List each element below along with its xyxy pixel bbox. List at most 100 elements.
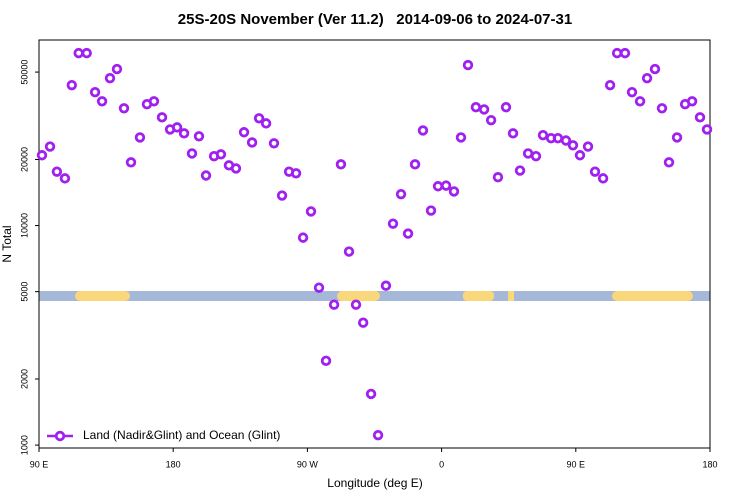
point [215, 149, 227, 160]
point [313, 282, 325, 293]
point [200, 170, 212, 181]
point [701, 124, 713, 135]
y-axis-label: N Total [0, 225, 14, 262]
y-tick-label: 5000 [19, 282, 29, 302]
point [425, 205, 437, 216]
point [36, 150, 48, 161]
point [66, 79, 78, 91]
surface-strip [39, 291, 710, 301]
point [178, 128, 190, 139]
point [96, 96, 108, 107]
point [567, 140, 579, 151]
point [448, 186, 460, 197]
y-tick-label: 2000 [19, 369, 29, 389]
point [276, 190, 288, 201]
legend-label: Land (Nadir&Glint) and Ocean (Glint) [83, 428, 280, 442]
point [402, 228, 414, 239]
point [104, 72, 116, 84]
point [260, 118, 272, 129]
plot-frame [38, 39, 711, 449]
x-tick-label: 0 [439, 459, 444, 469]
land-strip [337, 291, 380, 301]
y-tick-label: 20000 [19, 147, 29, 172]
point [118, 103, 130, 114]
point [134, 132, 146, 143]
point [537, 129, 549, 141]
y-tick-label: 10000 [19, 213, 29, 238]
point [148, 96, 160, 107]
point [290, 168, 302, 179]
point [156, 112, 168, 123]
point [81, 47, 92, 59]
point [44, 141, 56, 152]
point [73, 47, 84, 59]
point [649, 63, 661, 75]
point [395, 188, 407, 200]
point [320, 355, 332, 367]
x-tick-label: 180 [166, 459, 181, 469]
point [455, 132, 467, 143]
point [387, 218, 399, 229]
point [671, 132, 683, 143]
point [380, 280, 392, 291]
point [253, 113, 265, 124]
legend-marker [54, 430, 66, 442]
y-tick-label: 50000 [19, 60, 29, 85]
point [589, 166, 601, 177]
point [574, 150, 586, 161]
point [634, 96, 646, 107]
point [440, 180, 452, 191]
point [417, 125, 429, 136]
point [372, 429, 384, 441]
point [89, 86, 101, 98]
point [582, 141, 594, 152]
point [409, 159, 421, 170]
point [246, 137, 258, 148]
point [335, 159, 347, 170]
land-strip [75, 291, 130, 301]
point [470, 101, 482, 113]
point [641, 72, 653, 84]
point [522, 148, 534, 159]
point [514, 165, 526, 176]
point [365, 388, 377, 400]
point [328, 299, 340, 310]
land-strip [612, 291, 693, 301]
point [530, 150, 542, 162]
x-axis-label: Longitude (deg E) [327, 476, 422, 490]
point [492, 172, 504, 183]
point [611, 47, 623, 59]
point [507, 128, 519, 139]
point [343, 246, 355, 257]
x-tick-label: 90 E [567, 459, 586, 469]
point [59, 173, 71, 184]
chart-title: 25S-20S November (Ver 11.2) 2014-09-06 t… [178, 11, 572, 28]
point [663, 157, 675, 168]
point [656, 103, 668, 114]
point [297, 232, 309, 243]
point [626, 86, 638, 98]
point [350, 299, 362, 310]
point [230, 163, 242, 174]
point [485, 114, 497, 126]
point [560, 135, 572, 146]
point [500, 101, 512, 113]
x-tick-label: 90 W [297, 459, 319, 469]
point [478, 104, 490, 115]
point [193, 131, 205, 142]
point [694, 112, 706, 123]
point [51, 166, 63, 177]
point [186, 148, 198, 159]
point [686, 96, 698, 107]
point [604, 79, 616, 91]
point [619, 47, 631, 59]
x-tick-label: 90 E [30, 459, 49, 469]
point [268, 138, 280, 149]
y-tick-label: 1000 [19, 435, 29, 455]
point [552, 132, 564, 144]
point [597, 173, 609, 184]
point [357, 317, 369, 328]
point [238, 127, 250, 138]
point [111, 63, 123, 75]
